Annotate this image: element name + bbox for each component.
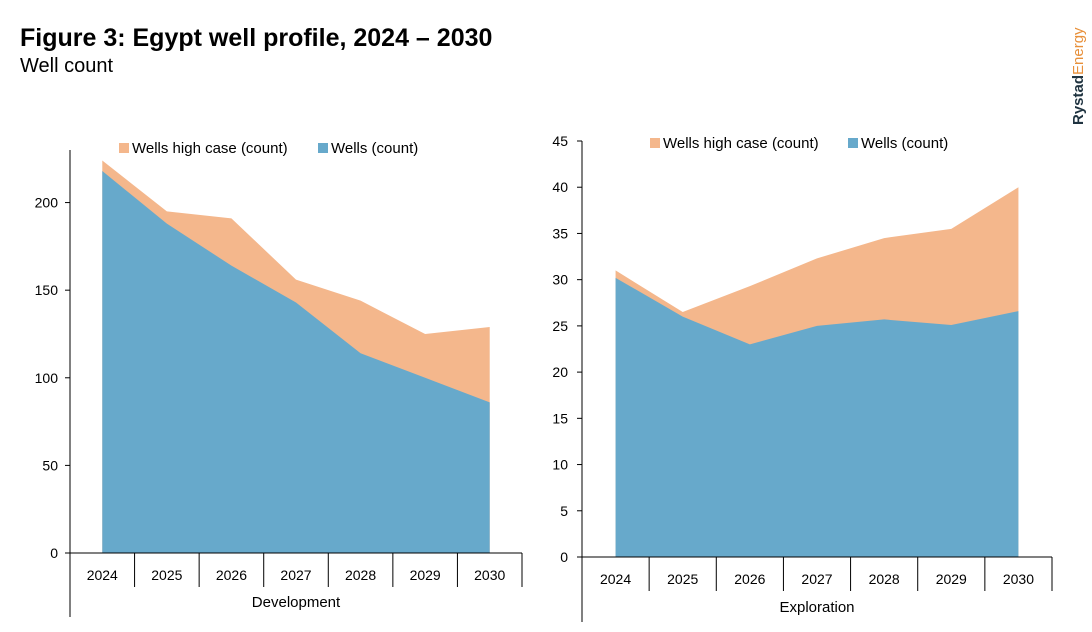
y-tick-label: 150 — [35, 282, 59, 298]
x-tick-label: 2030 — [1003, 571, 1034, 587]
x-tick-label: 2026 — [734, 571, 765, 587]
chart-subtitle: Well count — [20, 55, 114, 77]
legend-swatch — [318, 143, 328, 153]
wells-area-development — [102, 171, 490, 553]
category-group-label: Development — [252, 594, 341, 611]
x-tick-label: 2027 — [801, 571, 832, 587]
x-tick-label: 2026 — [216, 567, 247, 583]
logo-text-rystad: Rystad — [1070, 75, 1087, 125]
x-tick-label: 2025 — [667, 571, 698, 587]
legend-label: Wells high case (count) — [663, 135, 819, 152]
y-tick-label: 10 — [552, 457, 568, 473]
y-tick-label: 40 — [552, 179, 568, 195]
legend-label: Wells (count) — [861, 135, 948, 152]
x-tick-label: 2030 — [474, 567, 505, 583]
x-tick-label: 2028 — [869, 571, 900, 587]
category-group-label: Exploration — [779, 599, 854, 616]
x-tick-label: 2029 — [936, 571, 967, 587]
x-tick-label: 2024 — [600, 571, 631, 587]
y-tick-label: 50 — [42, 457, 58, 473]
y-tick-label: 25 — [552, 318, 568, 334]
legend-swatch — [119, 143, 129, 153]
rystad-energy-logo: RystadEnergy — [1070, 27, 1087, 125]
x-tick-label: 2025 — [151, 567, 182, 583]
y-tick-label: 0 — [50, 545, 58, 561]
svg-text:RystadEnergy: RystadEnergy — [1070, 27, 1087, 125]
y-tick-label: 15 — [552, 410, 568, 426]
logo-text-energy: Energy — [1070, 27, 1087, 75]
y-tick-label: 5 — [560, 503, 568, 519]
y-tick-label: 200 — [35, 195, 59, 211]
legend-label: Wells high case (count) — [132, 140, 288, 157]
y-tick-label: 100 — [35, 370, 59, 386]
y-tick-label: 35 — [552, 225, 568, 241]
y-tick-label: 20 — [552, 364, 568, 380]
x-tick-label: 2024 — [87, 567, 118, 583]
chart-development: 0 50 100 150 200 2024 2025 2026 2027 2028 2029 2030… — [35, 140, 523, 617]
x-tick-label: 2028 — [345, 567, 376, 583]
y-tick-label: 0 — [560, 549, 568, 565]
chart-title: Figure 3: Egypt well profile, 2024 – 203… — [20, 24, 493, 52]
legend-swatch — [650, 138, 660, 148]
y-tick-label: 30 — [552, 272, 568, 288]
legend-swatch — [848, 138, 858, 148]
x-tick-label: 2027 — [280, 567, 311, 583]
y-tick-label: 45 — [552, 133, 568, 149]
wells-area-exploration — [615, 277, 1019, 557]
x-tick-label: 2029 — [410, 567, 441, 583]
legend-label: Wells (count) — [331, 140, 418, 157]
